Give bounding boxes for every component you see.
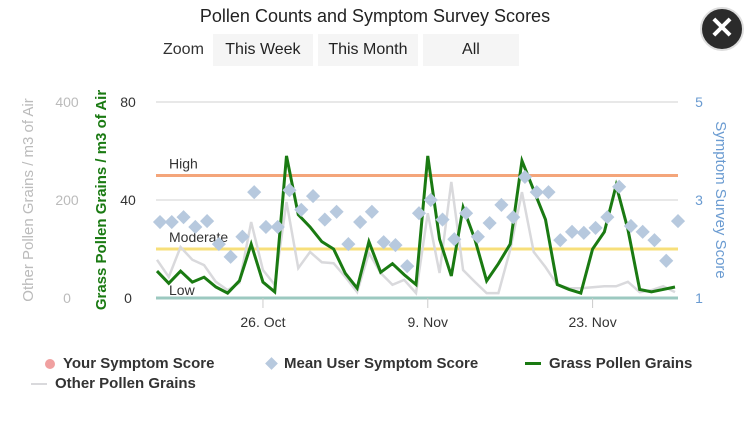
legend-mean-user-symptom-score[interactable]: Mean User Symptom Score (265, 355, 479, 372)
mean-symptom-point (400, 259, 415, 274)
close-x-icon[interactable]: ✕ (700, 7, 744, 51)
mean-symptom-point (623, 218, 638, 234)
legend-grass-pollen-grains[interactable]: Grass Pollen Grains (525, 355, 692, 372)
mean-symptom-point (600, 210, 615, 225)
mean-symptom-point (376, 235, 391, 250)
mean-symptom-point (364, 204, 379, 219)
mean-symptom-point (247, 185, 262, 200)
mean-symptom-point (294, 202, 309, 217)
zoom-all-button[interactable]: All (422, 34, 519, 66)
mean-symptom-point (517, 169, 533, 185)
grass-axis-tick: 80 (120, 94, 136, 110)
mean-symptom-point (576, 225, 591, 240)
mean-symptom-point (152, 214, 168, 230)
zoom-label: Zoom (163, 41, 204, 58)
mean-symptom-point (612, 179, 627, 194)
grass-axis-title: Grass Pollen Grains / m3 of Air (93, 90, 110, 311)
mean-symptom-point (223, 249, 238, 264)
mean-symptom-point (588, 220, 603, 236)
symptom-axis-tick: 1 (695, 290, 703, 306)
legend-label: Mean User Symptom Score (284, 355, 479, 372)
mean-symptom-point (541, 185, 556, 200)
zoom-this-week-button[interactable]: This Week (212, 34, 313, 66)
grass-axis-tick: 40 (120, 192, 136, 208)
legend-other-pollen-grains[interactable]: Other Pollen Grains (31, 375, 196, 392)
mean-symptom-point (282, 183, 297, 198)
mean-symptom-point (305, 189, 321, 204)
legend-your-symptom-score[interactable]: Your Symptom Score (45, 355, 214, 372)
other-axis-tick: 0 (63, 290, 71, 306)
zoom-this-month-button[interactable]: This Month (317, 34, 418, 66)
x-tick-label: 23. Nov (568, 314, 616, 330)
other-pollen-line (155, 181, 676, 296)
other-axis-title: Other Pollen Grains / m3 of Air (20, 98, 37, 301)
mean-symptom-point (459, 206, 474, 221)
threshold-label-low: Low (169, 282, 196, 298)
mean-symptom-point (447, 232, 462, 247)
mean-symptom-point (200, 213, 215, 229)
mean-symptom-point (659, 253, 674, 268)
zoom-controls: Zoom This Week This Month All (163, 34, 519, 66)
mean-symptom-point (670, 213, 686, 229)
mean-symptom-point (317, 212, 332, 227)
mean-symptom-point (564, 224, 580, 239)
mean-symptom-point (176, 210, 191, 225)
mean-symptom-point (423, 192, 438, 208)
mean-symptom-point (529, 185, 544, 200)
mean-symptom-point (635, 224, 650, 239)
threshold-label-moderate: Moderate (169, 229, 228, 245)
mean-symptom-point (188, 219, 203, 235)
mean-symptom-point (341, 237, 356, 252)
legend-label: Other Pollen Grains (55, 375, 196, 392)
mean-symptom-point (164, 214, 179, 230)
legend-label: Grass Pollen Grains (549, 355, 693, 372)
mean-symptom-point (388, 238, 403, 253)
grass-axis-tick: 0 (124, 290, 132, 306)
mean-symptom-point (647, 233, 662, 248)
mean-symptom-point (211, 237, 226, 252)
mean-symptom-point (482, 215, 497, 231)
diamond-marker-icon (265, 357, 278, 370)
mean-symptom-point (353, 214, 368, 230)
legend-label: Your Symptom Score (63, 355, 215, 372)
mean-symptom-point (270, 219, 285, 235)
circle-marker-icon (45, 358, 55, 369)
x-tick-label: 9. Nov (408, 314, 448, 330)
mean-symptom-point (329, 204, 344, 219)
grass-pollen-line (155, 155, 676, 295)
mean-symptom-point (553, 233, 568, 248)
other-axis-tick: 200 (55, 192, 79, 208)
mean-symptom-point (235, 229, 250, 244)
mean-symptom-point (258, 219, 274, 235)
mean-symptom-point (494, 197, 509, 212)
symptom-axis-title: Symptom Survey Score (712, 121, 729, 279)
mean-symptom-point (470, 229, 485, 244)
symptom-axis-tick: 3 (695, 192, 703, 208)
threshold-label-high: High (169, 156, 198, 172)
other-axis-tick: 400 (55, 94, 79, 110)
mean-symptom-point (506, 210, 521, 225)
symptom-axis-tick: 5 (695, 94, 703, 110)
chart-title: Pollen Counts and Symptom Survey Scores (199, 6, 551, 26)
line-marker-icon (525, 362, 541, 365)
mean-symptom-point (411, 206, 427, 221)
line-marker-icon (31, 382, 47, 385)
mean-symptom-point (435, 212, 450, 227)
x-tick-label: 26. Oct (240, 314, 285, 330)
